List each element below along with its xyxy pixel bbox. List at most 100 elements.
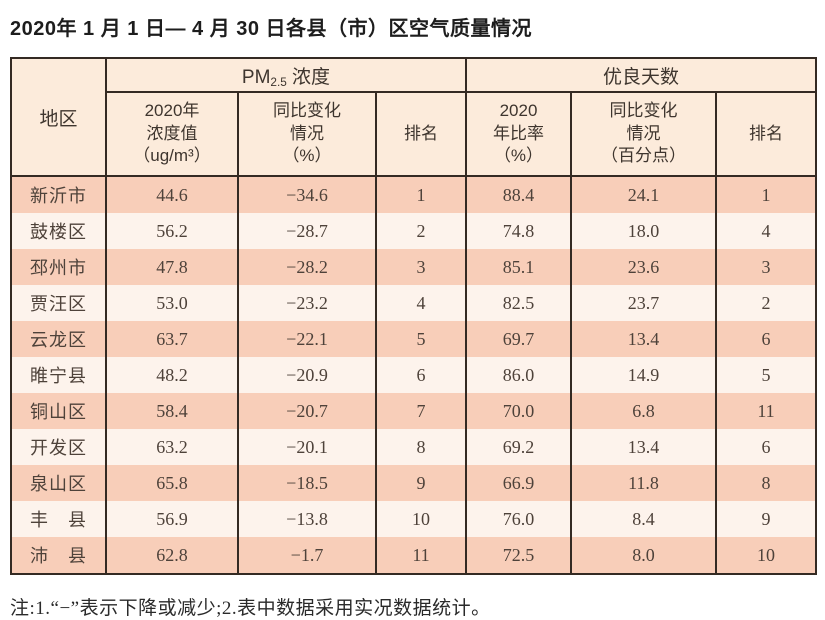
cell-pm-change: −34.6 [237,176,377,213]
cell-pm-change: −22.1 [237,321,377,357]
cell-region: 贾汪区 [10,285,107,321]
cell-pm-rank: 10 [375,501,467,537]
cell-days-rank: 9 [714,501,818,537]
cell-region: 铜山区 [10,393,107,429]
cell-days-ratio: 88.4 [465,176,572,213]
footnote: 注:1.“−”表示下降或减少;2.表中数据采用实况数据统计。 [10,598,491,619]
header-pm-rank: 排名 [375,92,467,177]
cell-days-ratio: 82.5 [465,285,572,321]
cell-region: 邳州市 [10,249,107,285]
cell-pm-value: 63.7 [105,321,239,357]
cell-days-change: 13.4 [570,429,717,465]
cell-region: 云龙区 [10,321,107,357]
cell-days-rank: 10 [714,537,818,574]
cell-region: 开发区 [10,429,107,465]
cell-region: 沛 县 [10,537,107,574]
table-row: 贾汪区 53.0 −23.2 4 82.5 23.7 2 [10,285,818,321]
cell-pm-rank: 9 [375,465,467,501]
cell-days-change: 8.0 [570,537,717,574]
cell-pm-change: −28.2 [237,249,377,285]
cell-days-rank: 1 [714,176,818,213]
cell-days-change: 23.7 [570,285,717,321]
page-title: 2020年 1 月 1 日— 4 月 30 日各县（市）区空气质量情况 [10,18,533,40]
cell-days-change: 8.4 [570,501,717,537]
table-body: 新沂市 44.6 −34.6 1 88.4 24.1 1 鼓楼区 56.2 −2… [10,176,818,574]
header-good-days-group: 优良天数 [464,58,818,93]
cell-pm-rank: 6 [375,357,467,393]
cell-days-rank: 6 [714,429,818,465]
cell-days-change: 23.6 [570,249,717,285]
cell-days-rank: 8 [714,465,818,501]
cell-pm-rank: 8 [375,429,467,465]
cell-days-ratio: 70.0 [465,393,572,429]
cell-days-ratio: 76.0 [465,501,572,537]
cell-pm-change: −20.7 [237,393,377,429]
header-pm25-group: PM2.5 浓度 [105,58,467,93]
table-row: 鼓楼区 56.2 −28.7 2 74.8 18.0 4 [10,213,818,249]
cell-days-ratio: 74.8 [465,213,572,249]
table-row: 铜山区 58.4 −20.7 7 70.0 6.8 11 [10,393,818,429]
pm25-label: PM2.5 浓度 [241,66,331,89]
table-row: 云龙区 63.7 −22.1 5 69.7 13.4 6 [10,321,818,357]
cell-days-rank: 2 [714,285,818,321]
cell-days-change: 13.4 [570,321,717,357]
cell-pm-rank: 7 [375,393,467,429]
cell-days-change: 24.1 [570,176,717,213]
table-row: 沛 县 62.8 −1.7 11 72.5 8.0 10 [10,537,818,574]
table-row: 开发区 63.2 −20.1 8 69.2 13.4 6 [10,429,818,465]
cell-region: 丰 县 [10,501,107,537]
cell-pm-rank: 3 [375,249,467,285]
cell-region: 新沂市 [10,176,107,213]
cell-days-ratio: 86.0 [465,357,572,393]
cell-pm-change: −1.7 [237,537,377,574]
cell-pm-value: 56.2 [105,213,239,249]
cell-pm-rank: 1 [375,176,467,213]
cell-pm-rank: 4 [375,285,467,321]
cell-days-rank: 4 [714,213,818,249]
cell-pm-value: 63.2 [105,429,239,465]
cell-days-ratio: 72.5 [465,537,572,574]
cell-days-ratio: 69.2 [465,429,572,465]
table-row: 睢宁县 48.2 −20.9 6 86.0 14.9 5 [10,357,818,393]
cell-pm-value: 62.8 [105,537,239,574]
cell-days-rank: 11 [714,393,818,429]
cell-pm-rank: 2 [375,213,467,249]
cell-days-change: 6.8 [570,393,717,429]
cell-region: 睢宁县 [10,357,107,393]
cell-pm-value: 47.8 [105,249,239,285]
header-pm-value: 2020年 浓度值 （ug/m³） [105,92,239,177]
cell-pm-change: −23.2 [237,285,377,321]
cell-pm-value: 48.2 [105,357,239,393]
cell-days-change: 14.9 [570,357,717,393]
cell-pm-change: −28.7 [237,213,377,249]
cell-pm-change: −20.1 [237,429,377,465]
table-row: 丰 县 56.9 −13.8 10 76.0 8.4 9 [10,501,818,537]
cell-pm-value: 44.6 [105,176,239,213]
cell-region: 泉山区 [10,465,107,501]
header-days-rank: 排名 [714,92,818,177]
header-region: 地区 [10,58,107,177]
cell-pm-value: 58.4 [105,393,239,429]
cell-pm-change: −13.8 [237,501,377,537]
air-quality-table: 地区 PM2.5 浓度 优良天数 2020年 浓度值 （ug/m³） 同比变化 … [10,57,818,575]
table-row: 泉山区 65.8 −18.5 9 66.9 11.8 8 [10,465,818,501]
cell-pm-rank: 11 [375,537,467,574]
cell-days-rank: 3 [714,249,818,285]
table-row: 邳州市 47.8 −28.2 3 85.1 23.6 3 [10,249,818,285]
header-days-change: 同比变化 情况 （百分点） [570,92,717,177]
cell-pm-change: −20.9 [237,357,377,393]
cell-pm-value: 65.8 [105,465,239,501]
cell-days-change: 18.0 [570,213,717,249]
header-days-ratio: 2020 年比率 （%） [465,92,572,177]
cell-days-change: 11.8 [570,465,717,501]
cell-days-ratio: 85.1 [465,249,572,285]
header-pm-change: 同比变化 情况 （%） [237,92,377,177]
cell-days-rank: 5 [714,357,818,393]
table-row: 新沂市 44.6 −34.6 1 88.4 24.1 1 [10,176,818,213]
cell-region: 鼓楼区 [10,213,107,249]
cell-pm-change: −18.5 [237,465,377,501]
cell-days-rank: 6 [714,321,818,357]
cell-days-ratio: 66.9 [465,465,572,501]
cell-pm-value: 53.0 [105,285,239,321]
